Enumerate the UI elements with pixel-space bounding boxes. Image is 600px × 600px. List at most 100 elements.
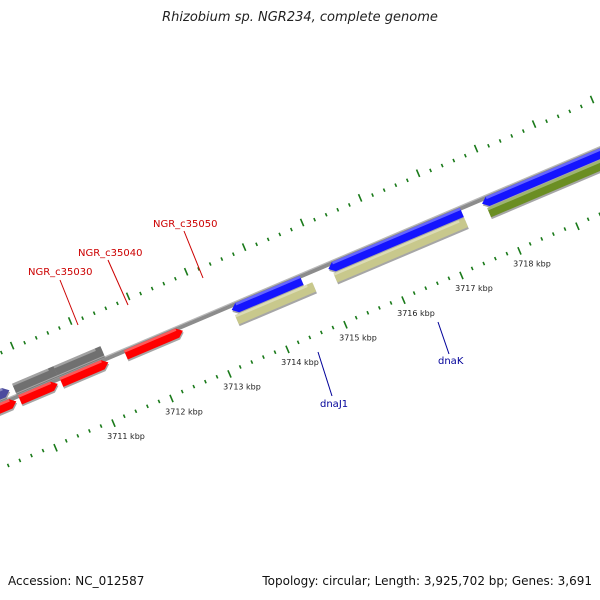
scale-tick-label: 3716 kbp: [397, 309, 435, 318]
minor-tick: [296, 340, 300, 345]
minor-tick: [266, 237, 270, 242]
minor-tick: [551, 232, 555, 236]
cds-blue-dnaj1[interactable]: [230, 275, 304, 315]
major-tick: [343, 320, 348, 329]
minor-tick: [354, 315, 358, 320]
gene-label-ngr-c35050[interactable]: NGR_c35050: [153, 219, 218, 230]
minor-tick: [197, 266, 201, 271]
minor-tick: [347, 202, 351, 207]
minor-tick: [313, 217, 317, 222]
scale-tick-label: 3715 kbp: [339, 333, 377, 342]
minor-tick: [238, 365, 242, 369]
scale-tick-label: 3714 kbp: [281, 358, 319, 367]
minor-tick: [250, 360, 254, 364]
minor-tick: [64, 438, 68, 443]
minor-tick: [34, 335, 38, 340]
minor-tick: [331, 325, 335, 330]
minor-tick: [99, 424, 103, 428]
minor-tick: [23, 340, 27, 345]
minor-tick: [394, 183, 398, 188]
minor-tick: [92, 311, 96, 316]
cds-blue-right[interactable]: [480, 106, 600, 208]
minor-tick: [319, 330, 323, 335]
minor-tick: [556, 114, 560, 119]
cds-olive-right[interactable]: [487, 116, 600, 218]
minor-tick: [429, 168, 432, 173]
cds-blue-dnak[interactable]: [326, 207, 464, 274]
minor-tick: [261, 355, 265, 360]
minor-tick: [586, 217, 590, 222]
cds-gray-ngr-c35030[interactable]: [12, 366, 58, 393]
minor-tick: [122, 414, 126, 419]
gene-label-dnak[interactable]: dnaK: [438, 356, 464, 367]
scale-tick-label: 3718 kbp: [513, 260, 551, 269]
minor-tick: [545, 119, 548, 124]
minor-tick: [150, 286, 154, 291]
minor-tick: [18, 458, 22, 463]
major-tick: [415, 169, 421, 178]
scale-tick-label: 3711 kbp: [107, 432, 145, 441]
gene-label-dnaj1[interactable]: dnaJ1: [320, 399, 348, 410]
minor-tick: [76, 433, 80, 438]
minor-tick: [440, 163, 444, 168]
minor-tick: [204, 379, 207, 384]
minor-tick: [510, 134, 514, 138]
gene-label-line: [317, 351, 333, 397]
minor-tick: [278, 232, 282, 237]
cds-khaki-dnaj1[interactable]: [234, 282, 317, 325]
minor-tick: [579, 104, 583, 109]
minor-tick: [389, 301, 393, 305]
gene-labels: NGR_c35030 NGR_c35040 NGR_c35050 dnaJ1 d…: [28, 219, 464, 410]
cds-khaki-dnak[interactable]: [333, 217, 469, 283]
minor-tick: [324, 212, 328, 217]
major-tick: [53, 443, 58, 452]
major-tick: [241, 243, 247, 252]
cds-gray-ngr-c35040[interactable]: [53, 346, 105, 376]
minor-tick: [139, 291, 143, 296]
gene-label-line: [183, 230, 204, 279]
minor-tick: [568, 109, 572, 114]
minor-tick: [192, 384, 196, 389]
minor-tick: [505, 251, 509, 256]
major-tick: [9, 341, 15, 350]
major-tick: [401, 296, 406, 305]
cds-red-ngr-c35040[interactable]: [59, 358, 110, 387]
major-tick: [357, 193, 363, 202]
minor-tick: [493, 256, 497, 261]
major-tick: [183, 267, 189, 276]
minor-tick: [88, 429, 91, 433]
page-title: Rhizobium sp. NGR234, complete genome: [162, 10, 438, 25]
footer-accession: Accession: NC_012587: [8, 574, 145, 588]
minor-tick: [162, 281, 166, 286]
cds-red[interactable]: [0, 397, 18, 425]
minor-tick: [289, 227, 293, 232]
minor-tick: [180, 389, 184, 394]
minor-tick: [308, 335, 312, 340]
minor-tick: [435, 281, 439, 286]
minor-tick: [273, 350, 277, 355]
cds-red-ngr-c35050[interactable]: [123, 326, 185, 360]
minor-tick: [255, 242, 259, 247]
minor-tick: [157, 399, 161, 404]
minor-tick: [115, 301, 119, 306]
footer-stats: Topology: circular; Length: 3,925,702 bp…: [262, 574, 592, 588]
scale-labels: 3711 kbp 3712 kbp 3713 kbp 3714 kbp 3715 kbp…: [107, 260, 551, 441]
minor-tick: [220, 257, 224, 261]
gene-label-line: [437, 321, 450, 355]
gene-label-line: [107, 259, 129, 306]
cds-red-ngr-c35030[interactable]: [18, 379, 60, 405]
major-tick: [285, 345, 290, 354]
minor-tick: [0, 350, 3, 355]
major-tick: [125, 292, 131, 301]
scale-tick-label: 3717 kbp: [455, 284, 493, 293]
minor-tick: [146, 404, 149, 409]
gene-label-ngr-c35040[interactable]: NGR_c35040: [78, 248, 143, 259]
minor-tick: [563, 227, 567, 232]
minor-tick: [463, 153, 467, 158]
minor-tick: [470, 266, 474, 271]
major-tick: [473, 144, 479, 153]
minor-tick: [521, 129, 525, 133]
minor-tick: [46, 330, 50, 335]
gene-label-ngr-c35030[interactable]: NGR_c35030: [28, 267, 93, 278]
